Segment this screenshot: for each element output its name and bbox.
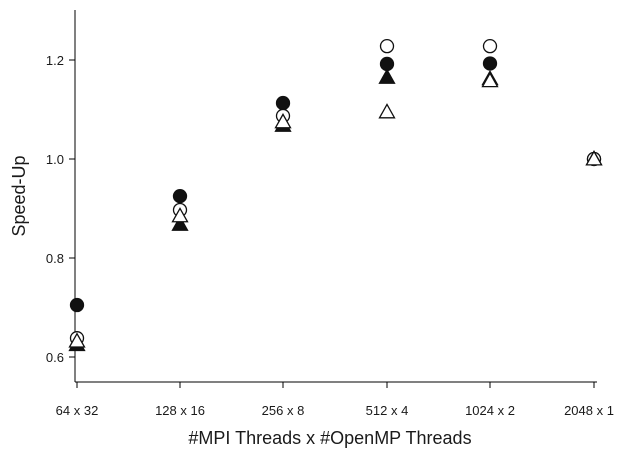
data-points <box>68 38 603 352</box>
x-axis-label: #MPI Threads x #OpenMP Threads <box>188 428 471 448</box>
y-tick-label: 0.6 <box>46 350 64 365</box>
data-point-open-triangle-1 <box>171 207 189 223</box>
data-point-open-triangle-0 <box>68 332 86 348</box>
data-point-open-triangle-5 <box>585 150 603 166</box>
data-point-filled-triangle-1 <box>171 215 189 231</box>
y-ticks: 0.6 0.8 1.0 1.2 <box>46 53 75 365</box>
data-point-open-circle-4 <box>482 38 498 54</box>
data-point-open-triangle-4 <box>481 71 499 88</box>
x-tick-label: 1024 x 2 <box>465 403 515 418</box>
data-point-filled-circle-2 <box>275 95 291 111</box>
x-ticks: 64 x 32 128 x 16 256 x 8 512 x 4 1024 x 2 204… <box>56 382 614 418</box>
data-point-filled-circle-1 <box>172 188 188 204</box>
data-point-filled-circle-4 <box>482 56 498 71</box>
data-point-open-circle-3 <box>379 38 395 54</box>
data-point-filled-circle-0 <box>69 297 85 313</box>
x-tick-label: 64 x 32 <box>56 403 99 418</box>
y-axis-label: Speed-Up <box>9 155 29 236</box>
y-tick-label: 1.2 <box>46 53 64 68</box>
data-point-filled-triangle-3 <box>378 68 396 84</box>
x-tick-label: 2048 x 1 <box>564 403 614 418</box>
data-point-open-triangle-2 <box>274 113 292 129</box>
x-tick-label: 256 x 8 <box>262 403 305 418</box>
data-point-open-triangle-3 <box>378 103 396 119</box>
x-tick-label: 128 x 16 <box>155 403 205 418</box>
y-tick-label: 0.8 <box>46 251 64 266</box>
x-tick-label: 512 x 4 <box>366 403 409 418</box>
axes <box>74 10 597 383</box>
y-tick-label: 1.0 <box>46 152 64 167</box>
